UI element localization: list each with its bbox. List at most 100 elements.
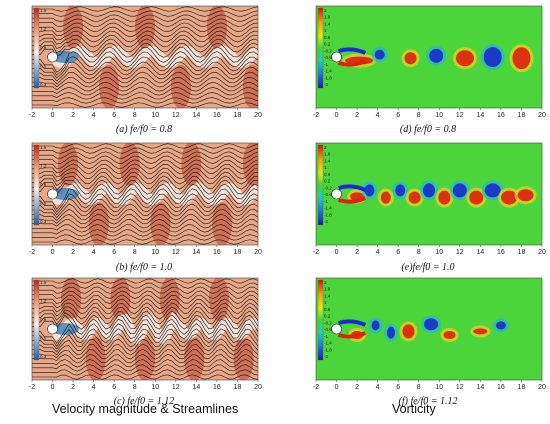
colorbar-tick-label: -0.2: [324, 185, 332, 190]
negative-vortex: [386, 326, 395, 339]
positive-vortex: [402, 324, 415, 339]
wake-region: [52, 45, 258, 69]
x-tick-label: 8: [417, 384, 421, 391]
panel-e: -2 0 2 4 6 8 10 12 14 16 18 20 2 1.8 1.4 1 0.6 0.2 -0.2 -0.…: [288, 141, 546, 259]
high-velocity-region: [85, 337, 106, 380]
colorbar-tick-label: 1: [324, 165, 327, 170]
panel-a: -2 0 2 4 6 8 10 12 14 16 18 20 1.5 1.2 0.9 0.6 0.3: [4, 4, 262, 122]
streamline: [32, 312, 258, 330]
x-tick-label: 16: [213, 112, 221, 119]
upper-shear-layer: [338, 319, 367, 327]
x-tick-label: 10: [151, 112, 159, 119]
x-tick-label: 6: [112, 384, 116, 391]
colorbar-tick-label: -0.6: [324, 192, 332, 197]
x-tick-label: 12: [456, 384, 464, 391]
colorbar-tick-label: 1.8: [324, 152, 331, 157]
streamline: [32, 159, 258, 170]
x-tick-label: 10: [435, 384, 443, 391]
streamline: [32, 343, 258, 356]
colorbar-tick-label: 2: [324, 8, 327, 13]
streamline: [32, 188, 258, 210]
streamline: [32, 147, 258, 154]
x-tick-label: 12: [172, 112, 180, 119]
colorbar-tick-label: 0.6: [40, 201, 47, 206]
low-velocity-region: [50, 188, 79, 200]
colorbar-tick-label: 0.6: [324, 307, 331, 312]
streamline: [32, 309, 258, 325]
colorbar-tick-label: 0.2: [324, 314, 331, 319]
plot-d: -2 0 2 4 6 8 10 12 14 16 18 20 2 1.81.4 1 0.6 0.2-0.2 -0.…: [313, 5, 546, 119]
streamline: [32, 76, 258, 88]
cylinder: [47, 323, 58, 335]
high-velocity-region: [242, 65, 258, 108]
colorbar-tick-label: 1.5: [40, 8, 47, 13]
streamline: [32, 92, 258, 100]
streamline: [32, 81, 258, 92]
streamline: [32, 56, 258, 76]
x-tick-label: 8: [417, 249, 421, 256]
x-tick-label: 14: [476, 112, 484, 119]
x-tick-label: 10: [435, 112, 443, 119]
streamline: [32, 278, 258, 284]
cylinder: [331, 188, 342, 200]
streamline: [32, 102, 258, 108]
negative-vortex: [364, 184, 375, 197]
streamline: [32, 61, 258, 79]
high-velocity-region: [170, 65, 191, 108]
high-velocity-region: [159, 278, 180, 321]
streamline: [32, 306, 258, 320]
positive-vortex: [512, 47, 531, 70]
upper-shear-layer: [338, 47, 367, 55]
panel-caption-e: (e)fe/f0 = 1.0: [401, 262, 455, 273]
x-tick-label: 8: [133, 249, 137, 256]
panel-caption-a: (a) fe/f0 = 0.8: [115, 124, 173, 135]
streamline: [32, 239, 258, 245]
colorbar-tick-label: 0.9: [40, 182, 47, 187]
x-tick-label: 4: [92, 249, 96, 256]
streamline: [32, 348, 258, 360]
streamline: [32, 179, 258, 195]
colorbar-tick-label: 2: [324, 280, 327, 285]
x-tick-label: 2: [355, 249, 359, 256]
panel-d: -2 0 2 4 6 8 10 12 14 16 18 20 2 1.8 1.4 1 0.6 0.2 -0.2 -0.…: [288, 4, 546, 122]
x-tick-label: -2: [313, 384, 319, 391]
x-tick-label: 20: [538, 249, 546, 256]
x-tick-label: 6: [112, 112, 116, 119]
positive-vortex: [517, 189, 534, 202]
x-tick-label: 16: [497, 112, 505, 119]
streamline: [32, 18, 258, 27]
x-tick-label: 6: [112, 249, 116, 256]
colorbar-tick-label: -2: [324, 354, 328, 359]
streamline: [32, 213, 258, 225]
colorbar-tick-label: 2: [324, 145, 327, 150]
x-tick-label: 0: [51, 249, 55, 256]
x-tick-label: 16: [497, 249, 505, 256]
colorbar-tick-label: -0.6: [324, 55, 332, 60]
colorbar: [317, 279, 324, 361]
high-velocity-region: [57, 143, 78, 186]
streamline: [32, 374, 258, 380]
colorbar-tick-label: 1.2: [40, 27, 47, 32]
colorbar-tick-label: 0.2: [324, 42, 331, 47]
streamline: [32, 294, 258, 305]
streamline: [32, 22, 258, 33]
colorbar-tick-label: -1.8: [324, 347, 332, 352]
streamline: [32, 171, 258, 185]
streamline: [32, 323, 258, 345]
streamline: [32, 14, 258, 22]
x-tick-label: 18: [234, 112, 242, 119]
colorbar-tick-label: 1: [324, 300, 327, 305]
x-tick-label: 14: [476, 249, 484, 256]
colorbar-tick-label: 0.3: [40, 219, 47, 224]
high-velocity-region: [135, 6, 155, 49]
lower-shear-layer: [338, 331, 367, 339]
x-tick-label: 4: [92, 112, 96, 119]
streamline: [32, 338, 258, 353]
colorbar-tick-label: -1: [324, 199, 328, 204]
colorbar: [317, 144, 324, 226]
streamline: [32, 208, 258, 221]
high-velocity-region: [99, 65, 120, 108]
colorbar-tick-label: 1: [324, 28, 327, 33]
colorbar-tick-label: 1.8: [324, 287, 331, 292]
colorbar-tick-label: -0.2: [324, 48, 332, 53]
